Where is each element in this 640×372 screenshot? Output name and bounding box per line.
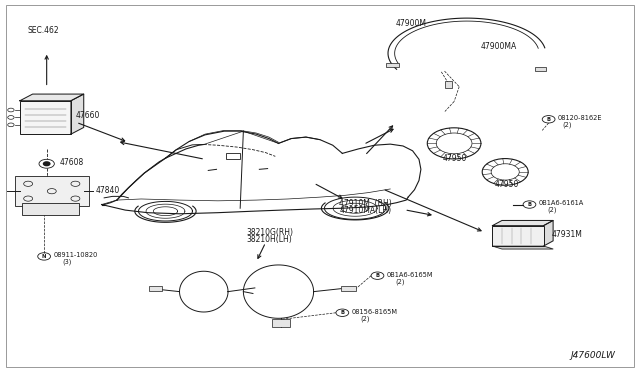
Text: 08911-10820: 08911-10820 xyxy=(54,252,98,258)
Bar xyxy=(534,67,546,71)
Text: 47660: 47660 xyxy=(76,111,100,120)
FancyBboxPatch shape xyxy=(22,203,79,215)
Text: 47900M: 47900M xyxy=(396,19,426,28)
Text: 0B1A6-6161A: 0B1A6-6161A xyxy=(539,200,584,206)
Bar xyxy=(272,320,290,327)
Text: B: B xyxy=(547,117,550,122)
Bar xyxy=(445,81,452,88)
Text: 47950: 47950 xyxy=(443,154,467,163)
Text: 47910MA(LH): 47910MA(LH) xyxy=(339,206,391,215)
Text: (2): (2) xyxy=(396,279,405,285)
Text: SEC.462: SEC.462 xyxy=(28,26,59,35)
Text: 47910M  (RH): 47910M (RH) xyxy=(339,199,392,208)
Polygon shape xyxy=(20,94,84,101)
Polygon shape xyxy=(71,94,84,134)
Text: 47931M: 47931M xyxy=(551,230,582,239)
Text: N: N xyxy=(42,254,46,259)
FancyBboxPatch shape xyxy=(15,176,89,206)
Bar xyxy=(226,153,240,159)
Text: 08120-8162E: 08120-8162E xyxy=(557,115,602,121)
Text: (2): (2) xyxy=(563,122,572,128)
Text: (2): (2) xyxy=(360,315,370,322)
Text: 47608: 47608 xyxy=(60,157,84,167)
Text: 47840: 47840 xyxy=(95,186,120,195)
Circle shape xyxy=(44,162,50,166)
Polygon shape xyxy=(492,221,553,226)
Polygon shape xyxy=(492,246,553,249)
Bar xyxy=(341,286,356,291)
Text: B: B xyxy=(340,310,344,315)
Polygon shape xyxy=(543,221,553,246)
Text: 47900MA: 47900MA xyxy=(481,42,517,51)
Text: 0B1A6-6165M: 0B1A6-6165M xyxy=(387,272,433,278)
Text: B: B xyxy=(527,202,531,207)
Text: 08156-8165M: 08156-8165M xyxy=(352,309,398,315)
Text: (2): (2) xyxy=(547,207,557,214)
Bar xyxy=(20,101,71,134)
Text: B: B xyxy=(376,273,380,278)
Text: 47950: 47950 xyxy=(495,180,519,189)
Text: (3): (3) xyxy=(62,259,72,265)
Text: J47600LW: J47600LW xyxy=(570,351,615,360)
FancyBboxPatch shape xyxy=(6,5,634,367)
Text: 38210G(RH): 38210G(RH) xyxy=(246,228,294,237)
Text: 38210H(LH): 38210H(LH) xyxy=(246,235,292,244)
Bar xyxy=(150,286,163,291)
Bar xyxy=(492,226,543,246)
Bar xyxy=(387,63,399,67)
